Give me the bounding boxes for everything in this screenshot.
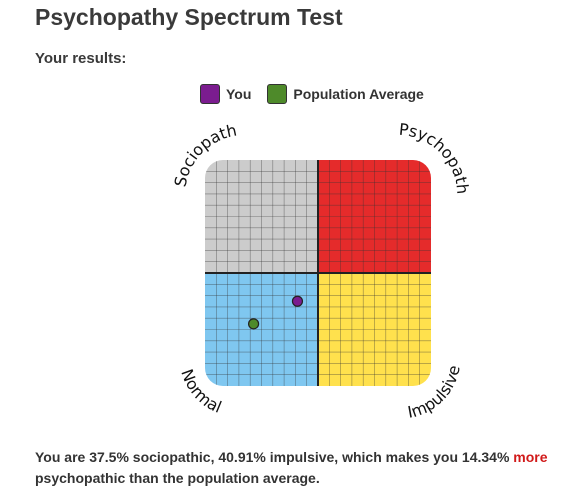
legend-item-you: You bbox=[200, 84, 251, 104]
green-swatch-icon bbox=[267, 84, 288, 104]
legend: You Population Average bbox=[200, 84, 440, 104]
result-summary: You are 37.5% sociopathic, 40.91% impuls… bbox=[35, 447, 575, 489]
you-point bbox=[291, 295, 304, 307]
result-text-end: psychopathic than the population average… bbox=[35, 470, 320, 486]
legend-label-you: You bbox=[226, 86, 252, 102]
results-heading: Your results: bbox=[35, 50, 127, 67]
legend-label-population-average: Population Average bbox=[293, 86, 424, 102]
result-highlight: more bbox=[513, 449, 548, 465]
page-title: Psychopathy Spectrum Test bbox=[35, 4, 343, 30]
result-text: You are 37.5% sociopathic, 40.91% impuls… bbox=[35, 449, 510, 465]
population-average-point bbox=[247, 318, 260, 330]
spectrum-chart: Sociopath Psychopath Normal Impulsive bbox=[171, 120, 473, 422]
legend-item-population-average: Population Average bbox=[267, 84, 424, 104]
purple-swatch-icon bbox=[200, 84, 220, 104]
